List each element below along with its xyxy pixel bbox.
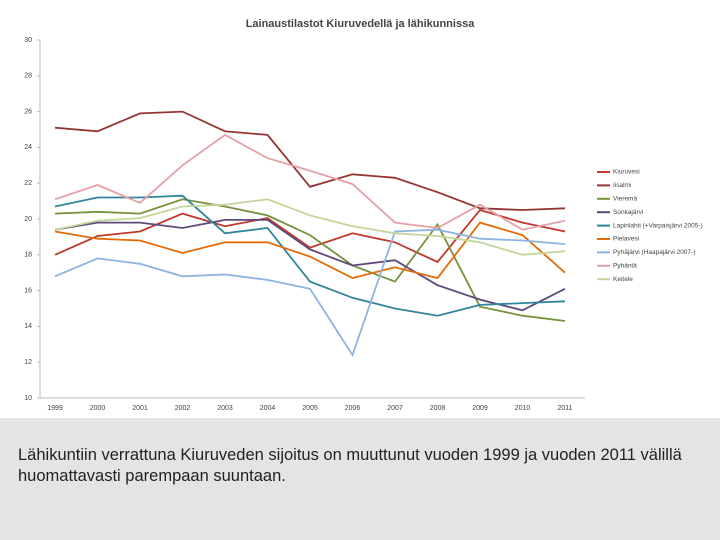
chart: Lainaustilastot Kiuruvedellä ja lähikunn… <box>0 0 720 418</box>
x-tick-label: 2000 <box>90 405 106 412</box>
y-tick-label: 22 <box>24 180 32 187</box>
y-tick-label: 14 <box>24 323 32 330</box>
legend-label: Pyhäntä <box>613 263 637 270</box>
x-tick-label: 2008 <box>430 405 446 412</box>
legend-label: Pyhäjärvi (Haapajärvi 2007-) <box>613 249 695 256</box>
series-line <box>54 133 566 231</box>
series-line <box>54 208 566 264</box>
y-tick-label: 16 <box>24 287 32 294</box>
x-tick-label: 2009 <box>472 405 488 412</box>
y-tick-label: 18 <box>24 252 32 259</box>
y-tick-label: 26 <box>24 108 32 115</box>
legend-label: Vieremä <box>613 196 637 203</box>
caption: Lähikuntiin verrattuna Kiuruveden sijoit… <box>18 446 682 485</box>
y-tick-label: 12 <box>24 359 32 366</box>
x-tick-label: 2010 <box>515 405 531 412</box>
series-line <box>54 198 566 322</box>
legend-label: Pielavesi <box>613 236 639 243</box>
legend-label: Lapinlahti (+Varpaisjärvi 2005-) <box>613 222 703 229</box>
series-line <box>54 218 566 312</box>
chart-background <box>0 0 720 418</box>
legend-label: Kiuruvesi <box>613 169 640 176</box>
x-tick-label: 2011 <box>557 405 572 412</box>
y-tick-label: 28 <box>24 73 32 80</box>
x-tick-label: 2006 <box>345 405 361 412</box>
y-tick-label: 30 <box>24 37 32 44</box>
legend-label: Iisalmi <box>613 182 631 189</box>
series-line <box>54 228 566 358</box>
x-tick-label: 2005 <box>302 405 318 412</box>
chart-title: Lainaustilastot Kiuruvedellä ja lähikunn… <box>246 18 476 30</box>
x-tick-label: 1999 <box>47 405 63 412</box>
x-tick-label: 2003 <box>217 405 233 412</box>
series-line <box>54 194 566 317</box>
y-tick-label: 24 <box>24 144 32 151</box>
x-tick-label: 2002 <box>175 405 191 412</box>
y-tick-label: 20 <box>24 216 32 223</box>
x-tick-label: 2004 <box>260 405 276 412</box>
legend-label: Sonkajärvi <box>613 209 643 216</box>
x-tick-label: 2007 <box>387 405 403 412</box>
y-tick-label: 10 <box>24 395 32 402</box>
series-line <box>54 221 566 280</box>
legend-label: Keitele <box>613 276 633 283</box>
series-line <box>54 198 566 256</box>
series-line <box>54 110 566 211</box>
x-tick-label: 2001 <box>132 405 148 412</box>
